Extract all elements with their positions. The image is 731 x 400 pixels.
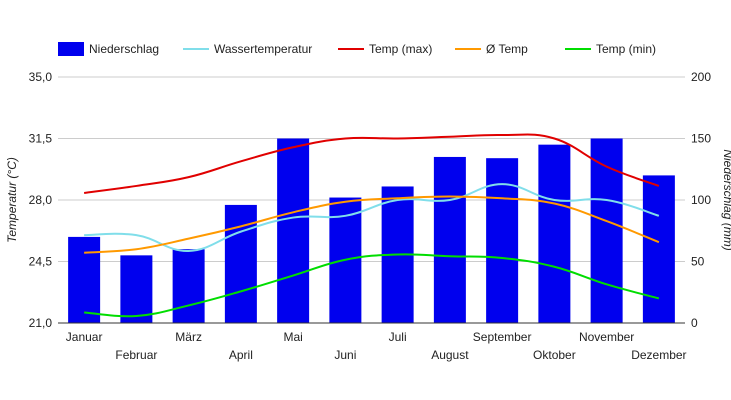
series-line-temp-max (83, 133, 660, 194)
precipitation-bar (538, 144, 571, 323)
x-tick-label: Februar (115, 348, 157, 362)
legend: Niederschlag Wassertemperatur Temp (max) Ø … (58, 42, 656, 56)
legend-label: Wassertemperatur (214, 42, 312, 56)
right-tick-label: 100 (691, 193, 711, 207)
legend-swatch-bar (58, 42, 84, 56)
right-axis-ticks: 0 50 100 150 200 (691, 70, 711, 330)
precipitation-bar (172, 249, 205, 323)
x-tick-label: September (473, 330, 532, 344)
precipitation-bar (68, 236, 101, 323)
precipitation-bar (277, 138, 310, 323)
right-tick-label: 150 (691, 132, 711, 146)
x-tick-label: Juli (389, 330, 407, 344)
right-tick-label: 50 (691, 255, 705, 269)
left-tick-label: 21,0 (29, 316, 53, 330)
left-tick-label: 28,0 (29, 193, 53, 207)
precipitation-bar (642, 175, 675, 323)
left-axis-title: Temperatur (°C) (5, 157, 19, 243)
precipitation-bar (486, 158, 519, 323)
x-tick-label: November (579, 330, 634, 344)
x-tick-label: April (229, 348, 253, 362)
legend-label: Niederschlag (89, 42, 159, 56)
precipitation-bar (120, 255, 153, 323)
precipitation-bar (433, 156, 466, 323)
right-tick-label: 0 (691, 316, 698, 330)
right-axis-title: Niederschlag (mm) (721, 149, 731, 250)
temperature-lines (83, 133, 660, 318)
left-tick-label: 31,5 (29, 132, 53, 146)
legend-label: Temp (min) (596, 42, 656, 56)
x-tick-label: Juni (334, 348, 356, 362)
x-tick-label: Januar (66, 330, 103, 344)
series-line-wassertemperatur (84, 183, 660, 252)
x-axis-ticks: Januar Februar März April Mai Juni Juli August S… (66, 330, 687, 362)
x-tick-label: März (175, 330, 202, 344)
series-line-temp-min (84, 253, 660, 318)
right-tick-label: 200 (691, 70, 711, 84)
left-tick-label: 35,0 (29, 70, 53, 84)
left-tick-label: 24,5 (29, 255, 53, 269)
series-line-temp (84, 195, 660, 254)
precipitation-bar (590, 138, 623, 323)
x-tick-label: Mai (283, 330, 302, 344)
left-axis-ticks: 21,0 24,5 28,0 31,5 35,0 (29, 70, 53, 330)
x-tick-label: Dezember (631, 348, 686, 362)
x-tick-label: August (431, 348, 469, 362)
legend-label: Ø Temp (486, 42, 528, 56)
precipitation-bar (224, 204, 257, 323)
precipitation-bars (68, 138, 675, 323)
x-tick-label: Oktober (533, 348, 576, 362)
legend-label: Temp (max) (369, 42, 432, 56)
